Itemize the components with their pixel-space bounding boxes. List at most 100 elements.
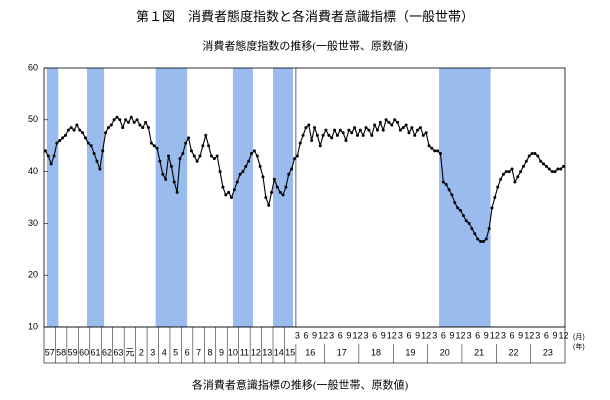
data-point — [52, 154, 56, 158]
data-point — [187, 136, 191, 140]
data-point — [109, 123, 113, 127]
year-label: 59 — [68, 347, 78, 357]
data-point — [215, 154, 219, 158]
data-point — [310, 139, 314, 143]
data-point — [344, 139, 348, 143]
year-label: 14 — [274, 347, 284, 357]
x-tick-label: 3 — [398, 330, 403, 340]
data-point — [327, 133, 331, 137]
year-label: 61 — [91, 347, 101, 357]
x-tick-label: 3 — [501, 330, 506, 340]
data-point — [433, 149, 437, 153]
data-point — [533, 151, 537, 155]
data-point — [92, 151, 96, 155]
x-tick-label: 9 — [346, 330, 351, 340]
shaded-period — [155, 68, 188, 327]
data-point — [175, 190, 179, 194]
data-point — [410, 126, 414, 130]
data-point — [490, 206, 494, 210]
data-point — [350, 131, 354, 135]
data-point — [55, 141, 59, 145]
data-point — [499, 177, 503, 181]
data-point — [370, 133, 374, 137]
year-label: 62 — [102, 347, 112, 357]
data-point — [513, 180, 517, 184]
data-point — [204, 133, 208, 137]
data-point — [324, 128, 328, 132]
data-point — [198, 154, 202, 158]
y-tick-label: 50 — [28, 114, 38, 124]
x-tick-label: 3 — [329, 330, 334, 340]
data-point — [255, 154, 259, 158]
data-point — [298, 141, 302, 145]
data-point — [501, 172, 505, 176]
x-tick-label: 6 — [372, 330, 377, 340]
data-point — [106, 126, 110, 130]
data-point — [301, 133, 305, 137]
x-tick-label: 3 — [467, 330, 472, 340]
data-point — [330, 136, 334, 140]
data-point — [436, 149, 440, 153]
data-point — [250, 151, 254, 155]
year-label: 2 — [139, 347, 144, 357]
data-point — [390, 123, 394, 127]
data-point — [367, 128, 371, 132]
data-point — [418, 126, 422, 130]
x-tick-label: 9 — [518, 330, 523, 340]
x-tick-label: 9 — [484, 330, 489, 340]
x-tick-label: 12 — [387, 330, 397, 340]
data-point — [207, 144, 211, 148]
data-point — [124, 118, 128, 122]
data-point — [84, 136, 88, 140]
data-point — [413, 133, 417, 137]
x-tick-label: 12 — [456, 330, 466, 340]
x-tick-label: 9 — [381, 330, 386, 340]
data-point — [201, 144, 205, 148]
data-point — [101, 149, 105, 153]
data-point — [476, 237, 480, 241]
data-point — [184, 141, 188, 145]
data-point — [364, 126, 368, 130]
data-point — [355, 133, 359, 137]
year-label: 13 — [262, 347, 272, 357]
data-point — [89, 144, 93, 148]
data-point — [98, 167, 102, 171]
data-point — [341, 131, 345, 135]
data-point — [467, 221, 471, 225]
data-point — [524, 159, 528, 163]
data-point — [267, 203, 271, 207]
shaded-period — [439, 68, 491, 327]
data-point — [479, 240, 483, 244]
year-label: 6 — [185, 347, 190, 357]
data-point — [72, 128, 76, 132]
year-label: 20 — [440, 347, 450, 357]
data-point — [192, 154, 196, 158]
data-point — [118, 118, 122, 122]
data-point — [521, 164, 525, 168]
data-point — [430, 146, 434, 150]
year-label: 11 — [240, 347, 249, 357]
data-point — [164, 177, 168, 181]
year-label: 7 — [196, 347, 201, 357]
y-tick-label: 20 — [28, 270, 38, 280]
data-point — [181, 151, 185, 155]
data-point — [230, 196, 234, 199]
data-point — [456, 206, 460, 210]
data-point — [287, 172, 291, 176]
data-point — [75, 123, 79, 127]
data-point — [195, 159, 199, 163]
data-point — [387, 120, 391, 124]
data-point — [333, 128, 337, 132]
data-point — [58, 139, 62, 143]
data-point — [178, 157, 182, 161]
data-point — [141, 126, 145, 130]
data-point — [473, 232, 477, 236]
data-point — [275, 185, 279, 189]
x-tick-label: 9 — [552, 330, 557, 340]
data-point — [258, 164, 262, 168]
data-point — [135, 118, 139, 122]
x-tick-label: 3 — [295, 330, 300, 340]
data-point — [144, 120, 148, 124]
data-point — [155, 146, 159, 150]
year-label: 9 — [219, 347, 224, 357]
